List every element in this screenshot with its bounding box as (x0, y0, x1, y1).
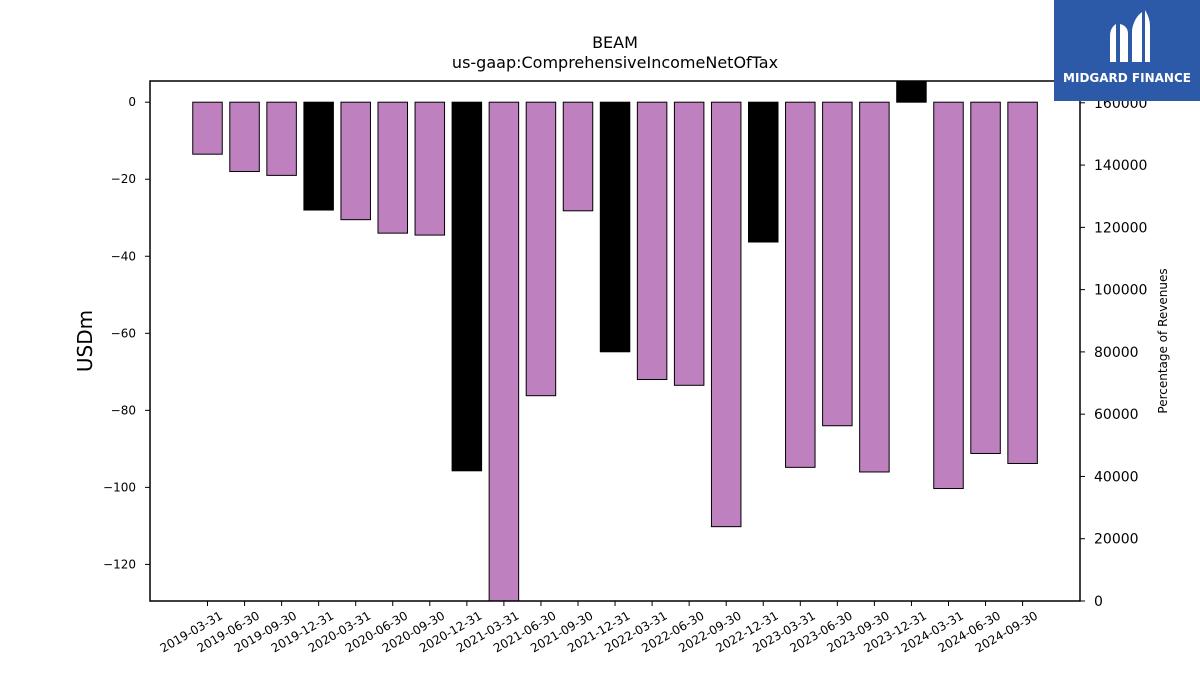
bar-2023-03-31 (785, 101, 816, 468)
bar-2023-12-31 (896, 80, 927, 103)
right-tick-label: 60000 (1094, 407, 1139, 423)
bar-2021-12-31 (599, 101, 631, 353)
bar-2024-06-30 (970, 101, 1001, 454)
chart-title: BEAM (592, 33, 638, 52)
right-axis: 0200004000060000800001000001200001400001… (1080, 96, 1147, 610)
bar-2022-06-30 (673, 101, 705, 386)
bar-2022-09-30 (710, 101, 742, 528)
midgard-finance-logo: MIDGARD FINANCE (1054, 0, 1200, 101)
right-tick-label: 20000 (1094, 532, 1139, 548)
right-axis-label: Percentage of Revenues (1156, 268, 1170, 413)
y-tick-label: −100 (103, 480, 136, 494)
right-tick-label: 140000 (1094, 158, 1147, 174)
right-tick-label: 120000 (1094, 220, 1147, 236)
y-tick-label: 0 (128, 95, 136, 109)
bar-2021-06-30 (525, 101, 557, 397)
bar-2023-06-30 (822, 101, 853, 427)
y-tick-label: −80 (111, 403, 136, 417)
bar-2019-12-31 (303, 101, 334, 211)
bar-2024-03-31 (933, 101, 964, 490)
bar-2024-09-30 (1007, 101, 1038, 464)
logo-mark-icon (1110, 10, 1150, 62)
bar-2020-03-31 (340, 101, 371, 221)
logo-text: MIDGARD FINANCE (1063, 71, 1191, 85)
left-axis: 0 −20 −40 −60 −80 −100 −120 (103, 95, 150, 571)
bar-2022-03-31 (636, 101, 668, 381)
bar-2023-09-30 (859, 101, 890, 473)
chart-subtitle: us-gaap:ComprehensiveIncomeNetOfTax (452, 53, 778, 72)
y-tick-label: −60 (111, 326, 136, 340)
x-axis: 2019-03-312019-06-302019-09-302019-12-31… (158, 601, 1040, 655)
bar-2019-09-30 (266, 101, 297, 176)
right-tick-label: 40000 (1094, 469, 1139, 485)
y-tick-label: −20 (111, 172, 136, 186)
bar-2019-06-30 (229, 101, 260, 173)
right-tick-label: 80000 (1094, 345, 1139, 361)
bar-2021-09-30 (562, 101, 594, 212)
bar-2020-12-31 (451, 101, 483, 472)
y-axis-label: USDm (73, 310, 97, 372)
bar-2019-03-31 (192, 101, 223, 155)
y-tick-label: −120 (103, 557, 136, 571)
right-tick-label: 0 (1094, 594, 1103, 610)
right-tick-label: 100000 (1094, 283, 1147, 299)
bar-2020-09-30 (414, 101, 446, 236)
bar-2022-12-31 (748, 101, 779, 243)
y-tick-label: −40 (111, 249, 136, 263)
bar-2020-06-30 (377, 101, 408, 234)
bar-2021-03-31 (488, 101, 520, 602)
bars-group (192, 80, 1038, 602)
